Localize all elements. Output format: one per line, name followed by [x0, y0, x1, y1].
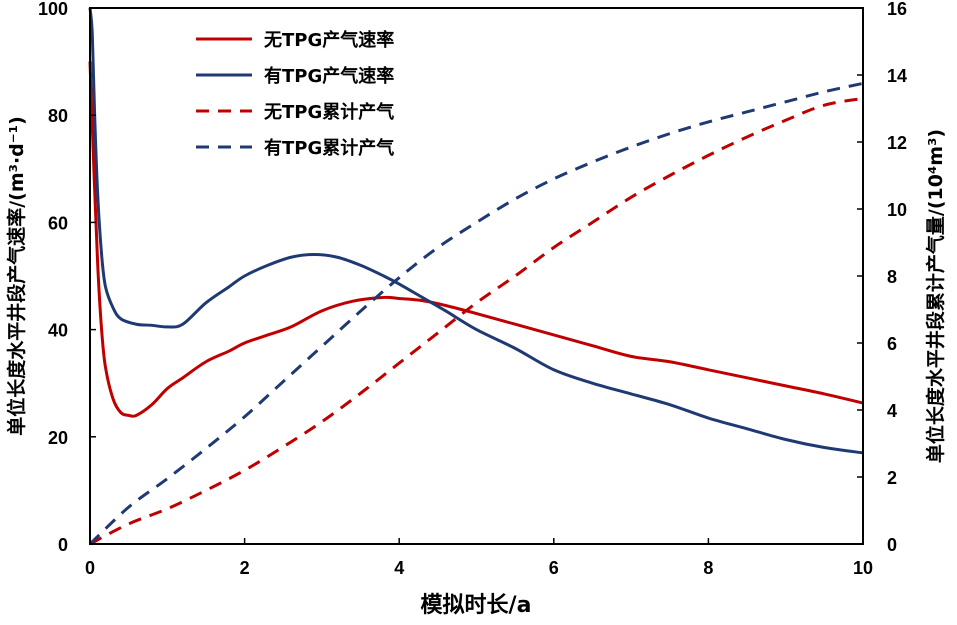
x-tick-label: 10	[853, 558, 873, 578]
x-tick-label: 2	[240, 558, 250, 578]
y-axis-right-title: 单位长度水平井段累计产气量/(10⁴m³)	[924, 129, 947, 463]
y-left-tick-label: 100	[38, 0, 68, 19]
legend-label-3: 无TPG累计产气	[264, 101, 394, 123]
x-tick-label: 4	[394, 558, 404, 578]
y-right-tick-label: 6	[887, 334, 897, 354]
y-right-tick-label: 4	[887, 401, 897, 421]
y-right-tick-label: 8	[887, 267, 897, 287]
y-left-tick-label: 0	[58, 535, 68, 555]
series-layer	[88, 7, 864, 546]
x-tick-label: 8	[703, 558, 713, 578]
y-right-tick-label: 2	[887, 468, 897, 488]
legend-label-2: 有TPG产气速率	[264, 65, 394, 87]
x-axis-title: 模拟时长/a	[421, 593, 532, 618]
plot-frame	[89, 7, 864, 545]
y-left-tick-label: 40	[48, 321, 68, 341]
y-left-tick-label: 20	[48, 428, 68, 448]
legend-label-1: 无TPG产气速率	[264, 29, 394, 51]
y-axis-left-title: 单位长度水平井段产气速率/(m³·d⁻¹)	[5, 116, 28, 436]
series-line-3	[89, 96, 864, 546]
series-line-2	[88, 7, 864, 455]
series-line-4	[88, 81, 864, 546]
x-tick-label: 6	[549, 558, 559, 578]
y-right-tick-label: 14	[887, 66, 907, 86]
series-line-1	[88, 61, 864, 418]
legend-label-4: 有TPG累计产气	[264, 137, 394, 159]
y-right-tick-label: 0	[887, 535, 897, 555]
y-right-tick-label: 12	[887, 133, 907, 153]
y-left-tick-label: 60	[48, 213, 68, 233]
x-tick-label: 0	[85, 558, 95, 578]
y-right-tick-label: 10	[887, 200, 907, 220]
y-left-tick-label: 80	[48, 106, 68, 126]
y-right-tick-label: 16	[887, 0, 907, 19]
